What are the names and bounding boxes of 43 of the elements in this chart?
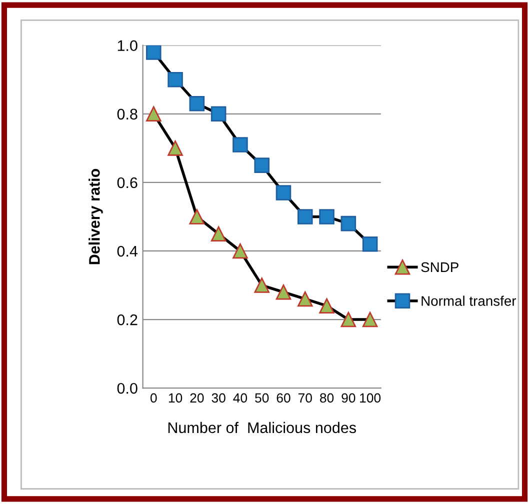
x-tick-label: 40 [233,393,248,403]
x-tick-label: 10 [168,393,182,403]
x-tick-label: 50 [255,393,269,403]
x-tick-label: 0 [150,393,157,403]
x-tick-label: 20 [190,393,204,403]
point [254,278,270,293]
point [232,243,248,259]
x-tick-label: 30 [212,393,226,403]
x-tick-label: 60 [276,393,290,403]
point [232,137,248,152]
point [168,140,183,156]
point [189,209,205,224]
point [210,106,226,122]
x-axis-title: Number of Malicious nodes [168,422,356,434]
point [276,284,292,300]
y-tick-label: 0.6 [117,177,138,188]
point [362,236,378,252]
point [146,106,162,122]
point [340,216,356,232]
x-tick-label: 70 [298,393,312,403]
x-tick-label: 90 [342,393,356,403]
point [298,209,313,224]
legend-label: Normal transfer [422,296,516,306]
point [276,185,292,200]
x-tick-label: 80 [320,393,334,403]
y-tick-label: 0.8 [117,108,138,120]
x-tick-label: 100 [360,393,381,403]
y-tick-label: 0.0 [117,382,138,394]
legend-label: SNDP [421,262,458,272]
y-tick-label: 0.4 [117,246,138,257]
point [189,96,205,112]
y-tick-label: 0.2 [117,314,138,326]
point [168,72,183,88]
point [319,209,334,224]
point [319,298,334,314]
point [362,312,378,328]
point [254,158,270,173]
point [340,312,356,328]
point [210,226,226,242]
y-axis-title: Delivery ratio [88,168,103,264]
y-tick-label: 1.0 [118,40,138,52]
point [146,45,162,60]
point [298,291,313,307]
